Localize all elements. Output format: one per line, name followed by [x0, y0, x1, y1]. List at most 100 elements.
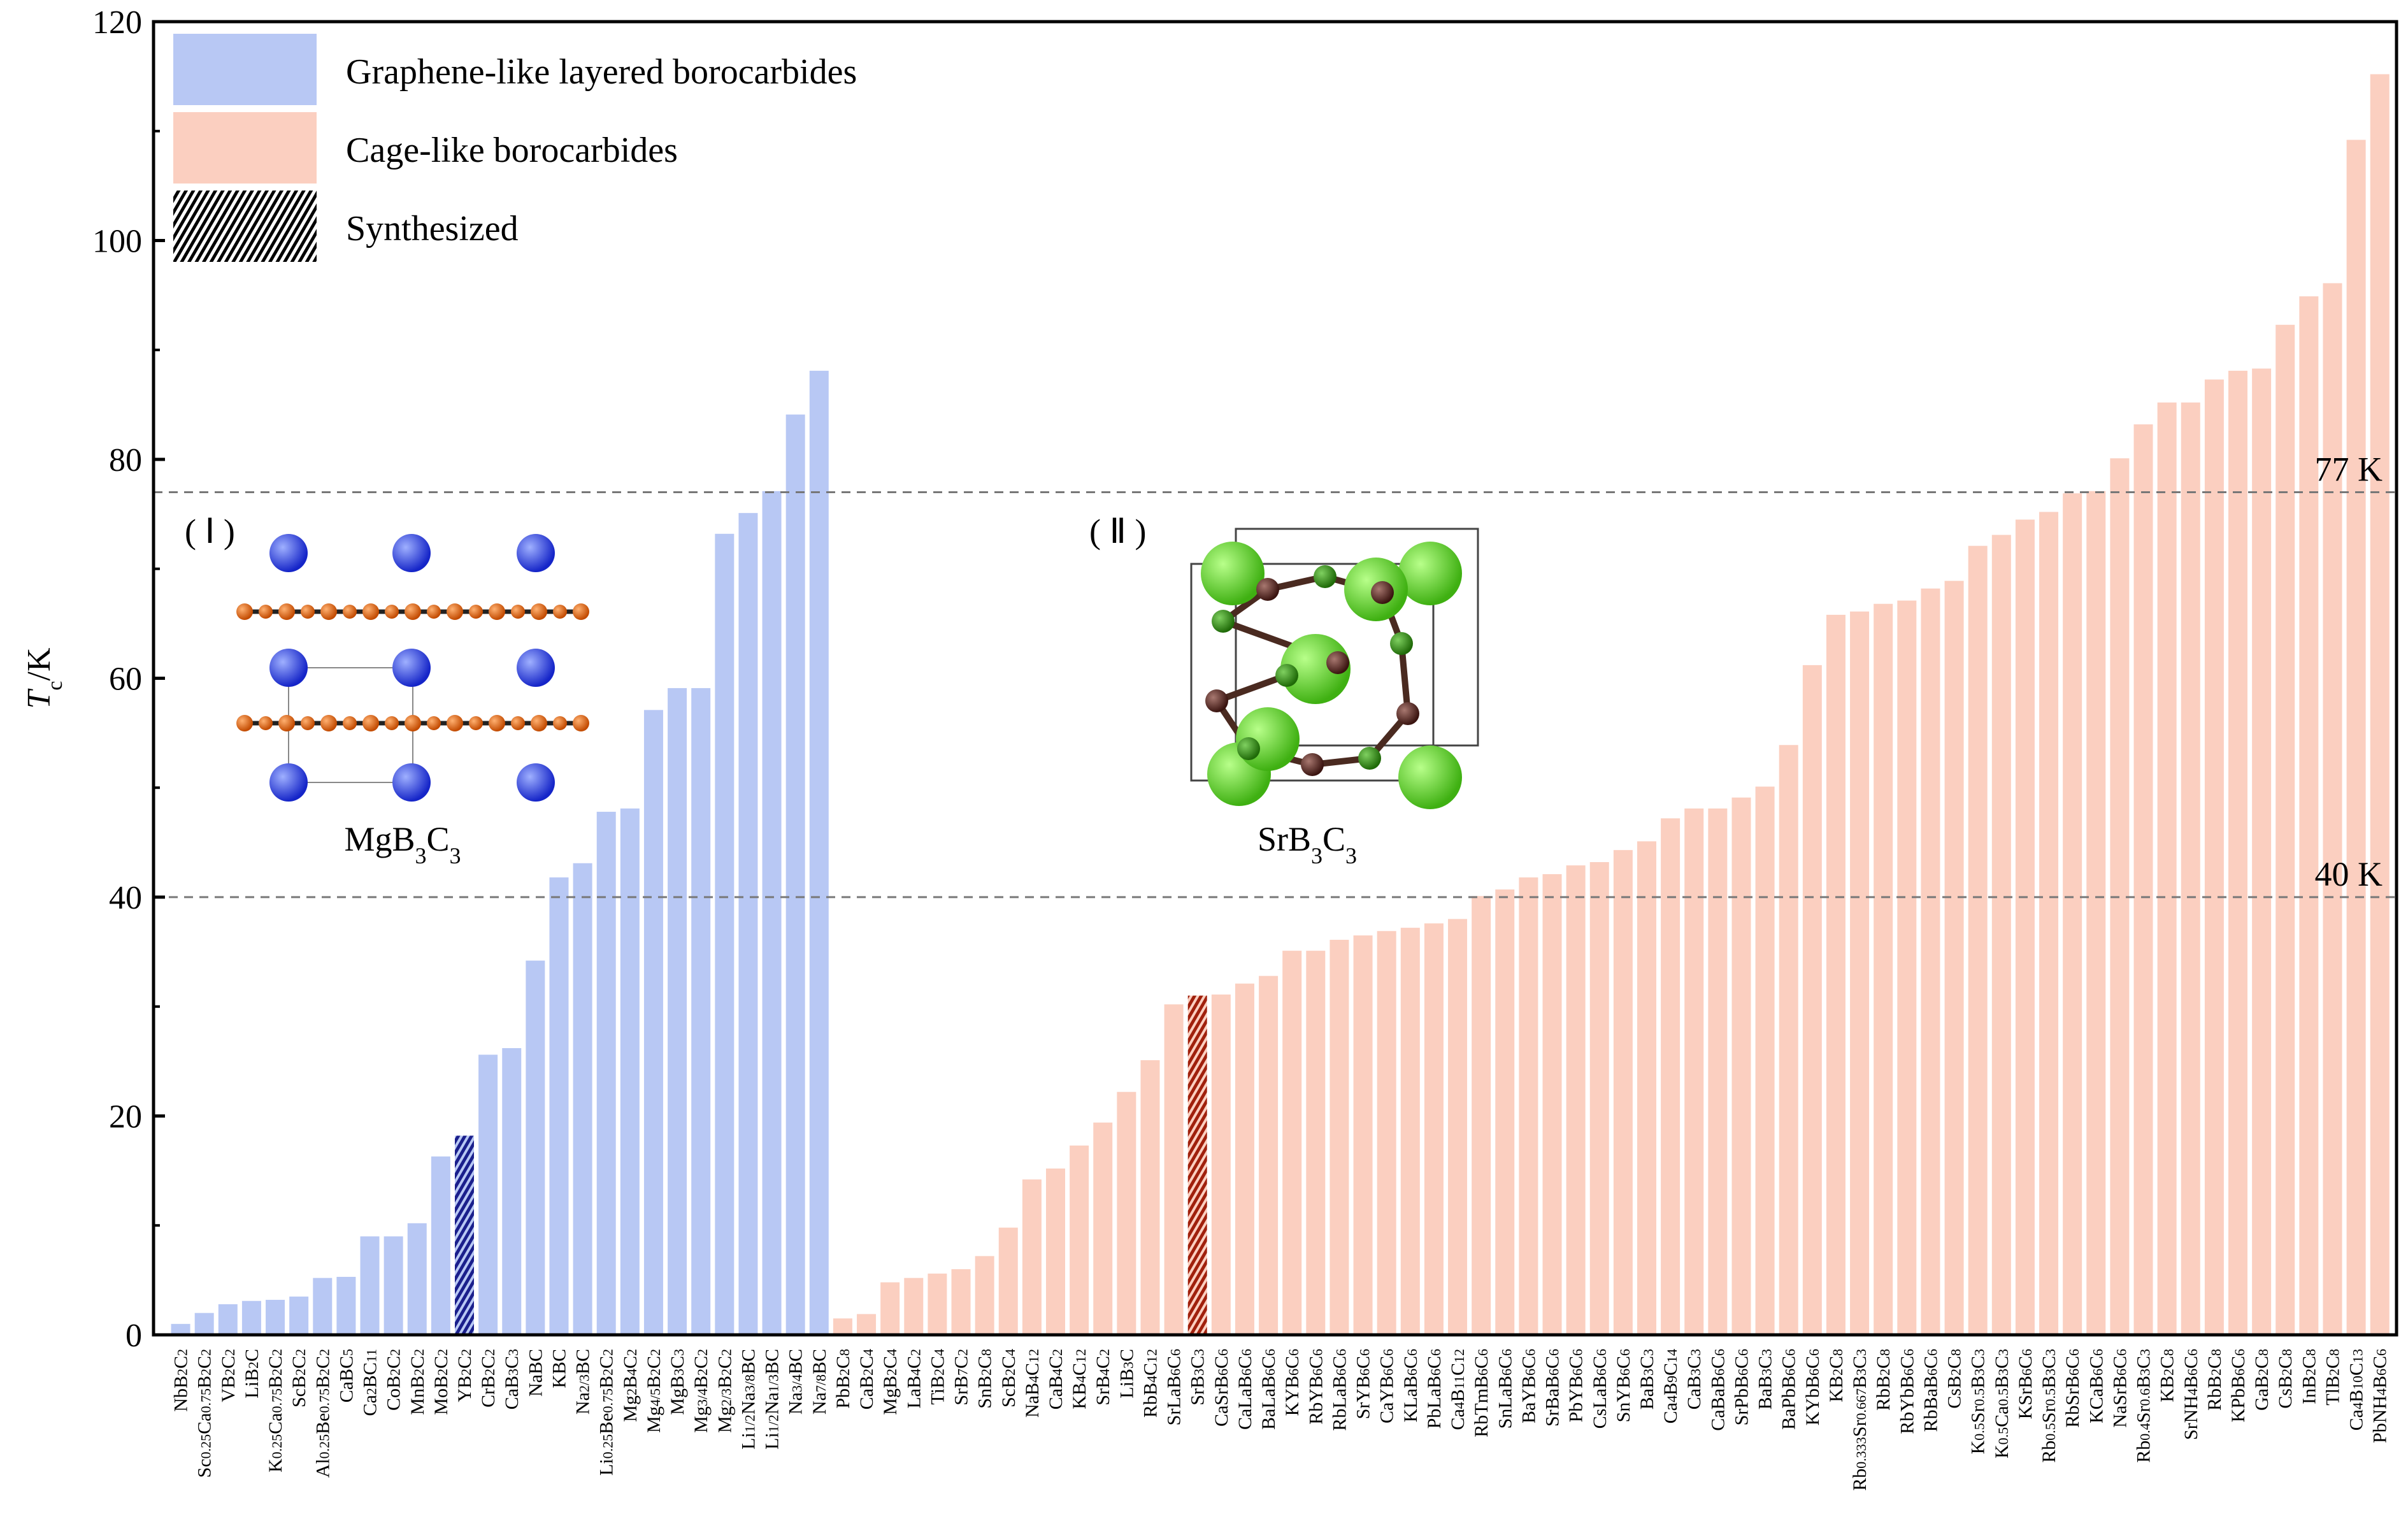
bar-graphene: [596, 812, 616, 1335]
x-tick-label: SrNH4B6C6: [2181, 1349, 2202, 1440]
sr-atom: [1280, 634, 1351, 704]
x-tick-label: Na3/4BC: [785, 1349, 806, 1414]
bar-cage: [2063, 493, 2082, 1335]
bar-graphene: [573, 863, 592, 1335]
bc-atom: [469, 605, 483, 619]
x-tick-labels: NbB2C2Sc0.25Ca0.75B2C2VB2C2LiB2CK0.25Ca0…: [171, 1349, 2391, 1491]
bar-cage: [2181, 402, 2200, 1335]
x-tick-label: SrB4C2: [1093, 1349, 1114, 1406]
x-tick-label-synthesized: SrB3C3: [1187, 1349, 1208, 1406]
legend-label: Cage-like borocarbides: [346, 131, 678, 170]
bar-cage: [1329, 939, 1349, 1335]
mg-atom: [517, 534, 555, 572]
x-tick-label: RbYbB6C6: [1896, 1349, 1917, 1434]
bc-atom: [531, 715, 547, 731]
legend-label: Synthesized: [346, 209, 519, 248]
bar-cage: [857, 1314, 877, 1335]
x-tick-label: K0.5Sr0.5B3C3: [1968, 1349, 1989, 1454]
bar-cage: [1613, 850, 1633, 1335]
bar-graphene: [407, 1223, 427, 1335]
b-atom: [1275, 664, 1298, 687]
bc-atom: [405, 603, 421, 620]
x-tick-label: KBC: [548, 1349, 570, 1388]
bar-graphene: [218, 1304, 238, 1335]
x-tick-label: PbB2C8: [833, 1349, 854, 1409]
bar-cage: [1306, 951, 1326, 1335]
x-tick-label: SrYB6C6: [1353, 1349, 1374, 1419]
b-atom: [1237, 737, 1260, 760]
legend-swatch-hatch: [173, 191, 317, 262]
b-atom: [1314, 565, 1337, 588]
bar-graphene: [643, 710, 663, 1335]
bc-atom: [259, 716, 273, 730]
b-atom: [1212, 610, 1235, 633]
bar-cage: [1731, 797, 1751, 1335]
sr-atom: [1398, 745, 1462, 809]
y-tick-label: 20: [109, 1099, 142, 1135]
x-tick-label: Li1/2Na3/8BC: [738, 1349, 759, 1450]
x-tick-label: CaB3C3: [501, 1349, 522, 1409]
x-tick-label: MgB3C3: [667, 1349, 688, 1415]
x-tick-label: K0.25Ca0.75B2C2: [265, 1349, 286, 1472]
sr-atom: [1201, 542, 1265, 605]
x-tick-label: CrB2C2: [478, 1349, 499, 1407]
bar-cage: [1353, 935, 1373, 1335]
bar-cage: [1921, 588, 1940, 1335]
x-tick-label: BaB3C3: [1755, 1349, 1776, 1409]
b-atom: [1390, 632, 1413, 655]
bar-graphene: [785, 414, 805, 1335]
bar-cage: [1637, 841, 1656, 1335]
x-tick-label: CaB4C2: [1045, 1349, 1066, 1409]
x-tick-label: NbB2C2: [171, 1349, 192, 1412]
x-tick-label: RbLaB6C6: [1329, 1349, 1350, 1431]
legend-label: Graphene-like layered borocarbides: [346, 52, 857, 92]
x-tick-label: Mg2/3B2C2: [714, 1349, 735, 1433]
bar-cage: [2204, 379, 2224, 1335]
x-tick-label: CaLaB6C6: [1235, 1349, 1256, 1430]
bc-atom: [531, 603, 547, 620]
bar-cage: [1046, 1168, 1065, 1335]
bar-cage: [880, 1282, 900, 1335]
x-tick-label: InB2C8: [2298, 1349, 2319, 1404]
x-tick-label: RbTmB6C6: [1471, 1349, 1492, 1437]
bar-graphene: [762, 491, 782, 1335]
bar-graphene: [502, 1048, 522, 1335]
bc-atom: [489, 715, 505, 731]
x-tick-label: Rb0.4Sr0.6B3C3: [2133, 1349, 2154, 1463]
bar-cage: [2323, 283, 2342, 1335]
bar-cage: [1282, 951, 1302, 1335]
x-tick-label-synthesized: YB2C2: [454, 1349, 475, 1402]
bar-graphene: [620, 808, 640, 1335]
x-tick-label: RbB2C8: [1873, 1349, 1894, 1411]
x-tick-label: SrBaB6C6: [1542, 1349, 1563, 1427]
y-axis-label: Tc/K: [21, 647, 67, 709]
bc-atom: [405, 715, 421, 731]
bar-cage: [2086, 491, 2106, 1335]
x-tick-label: MoB2C2: [431, 1349, 452, 1415]
inset-label: SrB3C3: [1258, 820, 1357, 868]
y-axis-label-unit: /K: [21, 647, 57, 680]
x-tick-label: CsB2C8: [1944, 1349, 1965, 1409]
x-tick-label: KLaB6C6: [1400, 1349, 1421, 1422]
axes: 0 20 40 60 80 100 120 Tc/K: [21, 4, 2398, 1354]
bc-atom: [362, 603, 379, 620]
bar-cage: [1944, 580, 1964, 1335]
sr-atom: [1398, 542, 1462, 605]
bar-graphene: [289, 1296, 309, 1335]
reference-line-label: 40 K: [2315, 855, 2383, 893]
bc-atom: [320, 603, 337, 620]
y-tick-label: 60: [109, 661, 142, 698]
bar-graphene: [360, 1236, 380, 1335]
bar-cage: [1022, 1179, 1042, 1335]
bar-cage: [1400, 928, 1420, 1335]
x-tick-label: ScB2C4: [998, 1349, 1019, 1407]
x-tick-label: BaLaB6C6: [1258, 1349, 1279, 1430]
bc-atom: [362, 715, 379, 731]
bar-cage: [1708, 808, 1728, 1335]
x-tick-label: CaSrB6C6: [1211, 1349, 1232, 1427]
x-tick-label: Ca4B11C12: [1447, 1349, 1468, 1430]
bar-cage: [1661, 818, 1681, 1335]
unit-cell-outline: [1190, 563, 1435, 782]
x-tick-label: Rb0.333Sr0.667B3C3: [1849, 1349, 1870, 1491]
